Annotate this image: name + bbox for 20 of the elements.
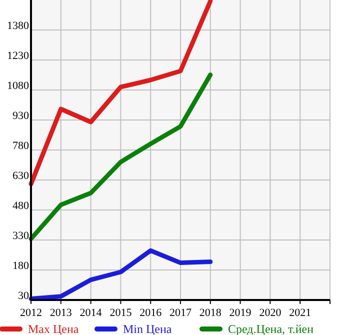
x-tick-label: 2014 [80, 307, 102, 319]
x-tick-label: 2016 [140, 307, 162, 319]
x-tick-label: 2013 [50, 307, 72, 319]
y-tick-label: 780 [12, 140, 30, 152]
y-tick-label: 480 [12, 200, 30, 212]
y-tick-label: 930 [12, 110, 30, 122]
x-tick-label: 2018 [199, 307, 222, 319]
y-tick-label: 1380 [7, 20, 30, 32]
y-tick-label: 630 [12, 170, 30, 182]
x-tick-label: 2021 [289, 307, 312, 319]
x-tick-label: 2017 [170, 307, 192, 319]
x-tick-label: 2019 [229, 307, 252, 319]
x-tick-label: 2020 [259, 307, 282, 319]
y-tick-label: 1230 [7, 50, 30, 62]
y-tick-label: 30 [18, 290, 30, 302]
y-tick-label: 180 [12, 260, 30, 272]
y-tick-label: 1080 [7, 80, 30, 92]
x-tick-label: 2012 [20, 307, 42, 319]
x-tick-label: 2015 [110, 307, 132, 319]
y-tick-label: 330 [12, 230, 30, 242]
